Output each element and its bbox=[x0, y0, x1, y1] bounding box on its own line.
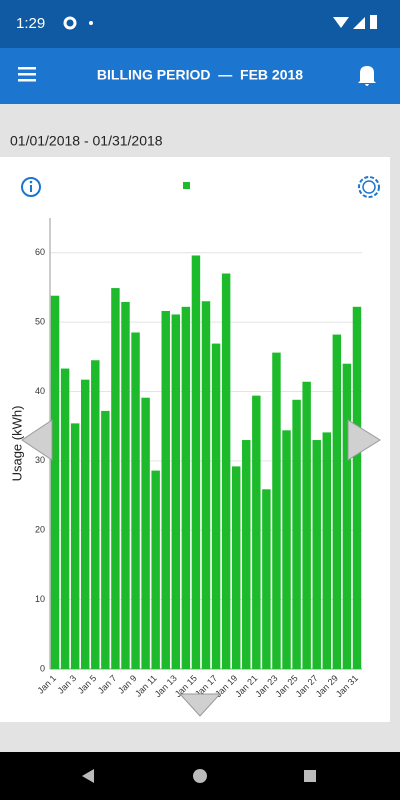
settings-button[interactable] bbox=[358, 176, 380, 198]
recents-button[interactable] bbox=[304, 770, 316, 782]
bar bbox=[252, 395, 261, 669]
app-bar bbox=[0, 48, 400, 104]
bar bbox=[312, 440, 321, 669]
bar bbox=[151, 470, 160, 669]
bar bbox=[181, 306, 191, 669]
info-icon bbox=[29, 180, 33, 184]
bar bbox=[80, 379, 90, 669]
bar bbox=[131, 332, 140, 669]
bar bbox=[111, 288, 120, 669]
bar bbox=[292, 399, 301, 669]
bar bbox=[141, 397, 150, 669]
previous-button[interactable] bbox=[21, 419, 53, 461]
bar bbox=[302, 381, 311, 669]
legend-swatch bbox=[183, 182, 190, 189]
bar bbox=[91, 360, 100, 669]
signal-icon bbox=[353, 17, 365, 29]
bar bbox=[282, 430, 291, 669]
y-axis-label: Usage (kWh) bbox=[9, 406, 24, 482]
bar bbox=[221, 273, 231, 669]
y-tick-label: 0 bbox=[40, 663, 45, 673]
bar bbox=[211, 343, 221, 669]
app-title: BILLING PERIOD — FEB 2018 bbox=[97, 67, 303, 83]
wifi-icon bbox=[333, 17, 349, 28]
home-button[interactable] bbox=[193, 769, 207, 783]
bar bbox=[50, 295, 60, 669]
y-tick-label: 30 bbox=[35, 455, 45, 465]
bar bbox=[191, 255, 201, 669]
bar bbox=[70, 423, 80, 669]
info-button[interactable] bbox=[21, 177, 41, 197]
next-button[interactable] bbox=[347, 419, 381, 461]
status-icon bbox=[89, 21, 93, 25]
notifications-button[interactable] bbox=[358, 66, 376, 86]
date-range: 01/01/2018 - 01/31/2018 bbox=[10, 133, 163, 149]
y-tick-label: 10 bbox=[35, 594, 45, 604]
bar bbox=[101, 410, 110, 669]
bar bbox=[342, 363, 352, 669]
menu-button[interactable] bbox=[18, 67, 36, 82]
bar bbox=[352, 306, 362, 669]
expand-button[interactable] bbox=[178, 693, 222, 717]
menu-line bbox=[18, 79, 36, 82]
bar bbox=[242, 440, 251, 669]
bar bbox=[201, 301, 211, 669]
y-tick-label: 20 bbox=[35, 525, 45, 535]
menu-line bbox=[18, 73, 36, 76]
bar bbox=[60, 368, 70, 669]
y-tick-label: 60 bbox=[35, 247, 45, 257]
menu-line bbox=[18, 67, 36, 70]
y-tick-label: 50 bbox=[35, 316, 45, 326]
bar bbox=[231, 466, 241, 669]
info-icon bbox=[21, 177, 41, 197]
settings-icon bbox=[358, 176, 380, 198]
bar bbox=[262, 489, 271, 669]
bar bbox=[322, 432, 332, 669]
bar bbox=[161, 310, 170, 669]
status-icon bbox=[63, 16, 77, 30]
settings-icon bbox=[362, 180, 376, 194]
bar bbox=[121, 301, 130, 669]
status-time: 1:29 bbox=[16, 15, 45, 32]
battery-icon bbox=[370, 15, 377, 29]
status-bar bbox=[0, 0, 400, 48]
bar bbox=[272, 352, 281, 669]
info-icon bbox=[30, 185, 32, 192]
y-tick-label: 40 bbox=[35, 386, 45, 396]
bar bbox=[332, 334, 342, 669]
bar bbox=[171, 314, 181, 669]
back-button[interactable] bbox=[82, 769, 94, 783]
